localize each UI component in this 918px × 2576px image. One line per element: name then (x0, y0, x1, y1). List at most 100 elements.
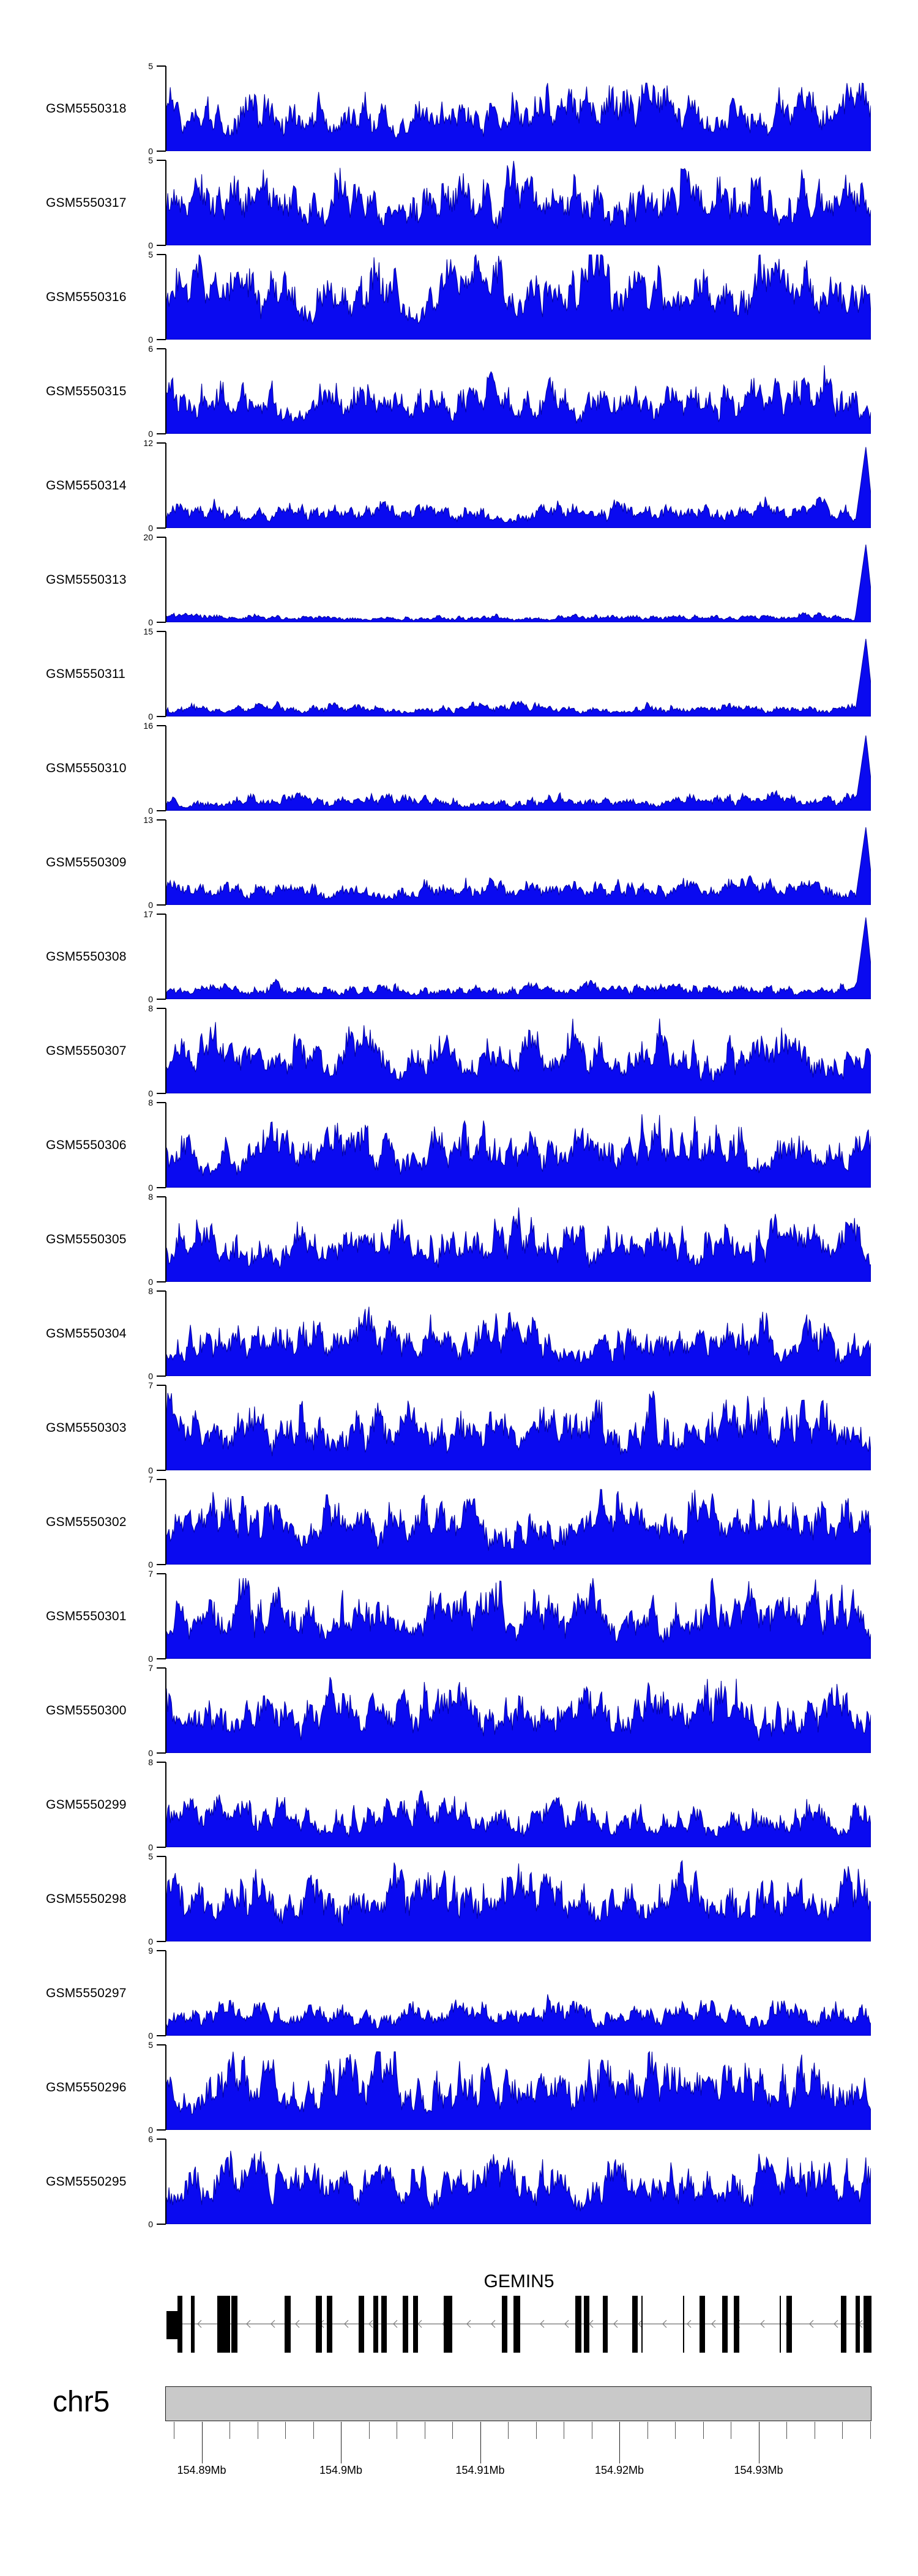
y-axis-bottom-tick (157, 999, 166, 1000)
y-axis-top-tick (157, 2139, 166, 2140)
y-axis-bottom-tick (157, 716, 166, 717)
coverage-polygon (166, 1306, 871, 1376)
y-axis-line (165, 1197, 166, 1282)
y-axis-max-label: 16 (143, 721, 153, 731)
coverage-polygon (166, 1790, 871, 1847)
y-axis-line (165, 349, 166, 434)
coverage-area-chart (166, 1677, 871, 1753)
y-axis-bottom-tick (157, 1093, 166, 1094)
coverage-polygon (166, 827, 871, 905)
y-axis-line (165, 914, 166, 999)
gene-exon (722, 2296, 728, 2353)
minus-strand-arrow-icon (564, 2320, 569, 2328)
y-axis-top-tick (157, 631, 166, 632)
gene-exon (856, 2296, 860, 2353)
data-track: GSM5550296 5 0 (0, 2040, 918, 2135)
y-axis-bottom-tick (157, 622, 166, 623)
coverage-area-chart (166, 1207, 871, 1282)
axis-major-tick (480, 2422, 481, 2463)
data-track: GSM5550301 7 0 (0, 1569, 918, 1664)
data-track: GSM5550315 6 0 (0, 344, 918, 439)
y-axis-max-label: 13 (143, 815, 153, 825)
axis-minor-tick (842, 2422, 843, 2439)
y-axis-line (165, 1008, 166, 1093)
y-axis-line (165, 1103, 166, 1188)
data-track: GSM5550300 7 0 (0, 1663, 918, 1758)
coverage-area-chart (166, 1390, 871, 1470)
coverage-area-chart (166, 1018, 871, 1093)
y-axis-bottom-tick (157, 904, 166, 906)
gene-exon (786, 2296, 792, 2353)
y-axis-zero-label: 0 (148, 429, 153, 439)
y-axis-zero-label: 0 (148, 1937, 153, 1946)
coverage-polygon (166, 255, 871, 340)
track-label: GSM5550295 (46, 2174, 127, 2189)
y-axis-zero-label: 0 (148, 1183, 153, 1193)
y-axis-max-label: 12 (143, 438, 153, 448)
y-axis-bottom-tick (157, 1375, 166, 1377)
y-axis-max-label: 15 (143, 627, 153, 636)
y-axis-bottom-tick (157, 1847, 166, 1848)
gene-exon (632, 2296, 638, 2353)
y-axis-zero-label: 0 (148, 2219, 153, 2229)
y-axis-zero-label: 0 (148, 146, 153, 156)
gene-exon (575, 2296, 581, 2353)
track-label: GSM5550314 (46, 478, 127, 493)
y-axis-top-tick (157, 1385, 166, 1386)
track-label: GSM5550308 (46, 949, 127, 964)
y-axis-line (165, 1762, 166, 1847)
coverage-polygon (166, 2050, 871, 2130)
y-axis-max-label: 9 (148, 1946, 153, 1956)
axis-minor-tick (703, 2422, 704, 2439)
coverage-area-chart (166, 447, 871, 528)
y-axis-zero-label: 0 (148, 335, 153, 344)
coverage-area-chart (166, 639, 871, 717)
y-axis-max-label: 7 (148, 1475, 153, 1484)
track-label: GSM5550310 (46, 761, 127, 775)
y-axis-top-tick (157, 1762, 166, 1763)
y-axis-max-label: 8 (148, 1003, 153, 1013)
y-axis-bottom-tick (157, 2035, 166, 2036)
y-axis-zero-label: 0 (148, 1654, 153, 1664)
y-axis-zero-label: 0 (148, 1748, 153, 1758)
coverage-area-chart (166, 735, 871, 811)
y-axis-max-label: 20 (143, 532, 153, 542)
y-axis-line (165, 537, 166, 622)
axis-minor-tick (647, 2422, 648, 2439)
y-axis-top-tick (157, 1573, 166, 1574)
gene-name-label: GEMIN5 (483, 2271, 554, 2291)
data-track: GSM5550307 8 0 (0, 1003, 918, 1098)
data-track: GSM5550314 12 0 (0, 438, 918, 533)
minus-strand-arrow-icon (711, 2320, 716, 2328)
gene-exon (683, 2296, 684, 2353)
y-axis-top-tick (157, 1008, 166, 1009)
y-axis-line (165, 1385, 166, 1470)
y-axis-top-tick (157, 348, 166, 349)
y-axis-top-tick (157, 254, 166, 255)
track-label: GSM5550318 (46, 101, 127, 116)
track-label: GSM5550303 (46, 1420, 127, 1435)
coverage-polygon (166, 2151, 871, 2224)
y-axis-max-label: 6 (148, 344, 153, 354)
coverage-area-chart (166, 2050, 871, 2130)
y-axis-bottom-tick (157, 433, 166, 434)
gene-exon (316, 2296, 322, 2353)
track-label: GSM5550316 (46, 289, 127, 304)
y-axis-max-label: 8 (148, 1098, 153, 1107)
coverage-polygon (166, 917, 871, 999)
data-track: GSM5550306 8 0 (0, 1098, 918, 1193)
gene-exon (403, 2296, 408, 2353)
y-axis-zero-label: 0 (148, 523, 153, 533)
data-track: GSM5550316 5 0 (0, 250, 918, 344)
data-track: GSM5550302 7 0 (0, 1475, 918, 1569)
y-axis-max-label: 5 (148, 1852, 153, 1861)
y-axis-max-label: 8 (148, 1192, 153, 1202)
coverage-polygon (166, 735, 871, 811)
track-label: GSM5550298 (46, 1891, 127, 1906)
gene-exon (841, 2296, 846, 2353)
gene-exon (780, 2296, 781, 2353)
y-axis-zero-label: 0 (148, 1089, 153, 1098)
coverage-area-chart (166, 827, 871, 905)
y-axis-bottom-tick (157, 1470, 166, 1471)
